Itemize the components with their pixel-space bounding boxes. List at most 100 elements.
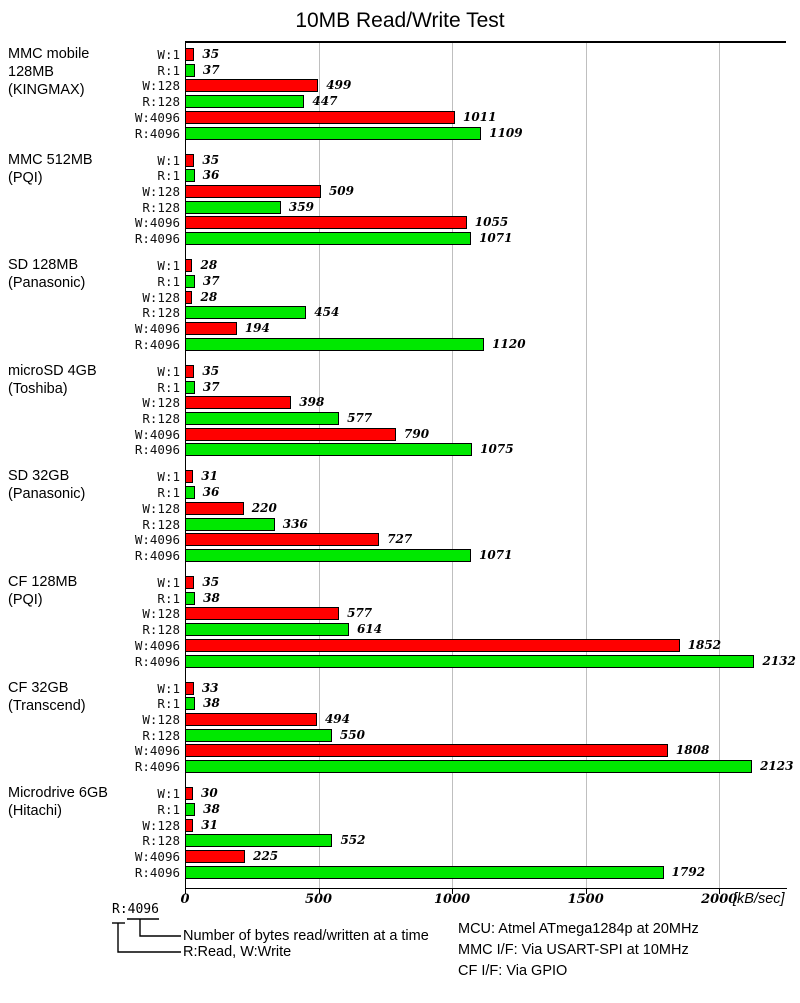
group-label-line: (Transcend): [8, 697, 86, 714]
write-bar-w-4096: [185, 110, 456, 124]
bar-value-label: 38: [203, 590, 220, 605]
bar-value-label: 727: [387, 532, 413, 547]
write-bar-w-1: [185, 470, 194, 484]
row-label-r-1: R:1: [157, 801, 180, 817]
bar-value-label: 447: [312, 94, 338, 109]
group-label-5: CF 128MB (PQI): [8, 573, 138, 609]
write-bar-w-128: [185, 607, 340, 621]
read-bar-r-128: [185, 95, 305, 109]
bar-value-label: 577: [347, 606, 373, 621]
row-label-r-128: R:128: [142, 410, 180, 426]
group-label-line: Microdrive 6GB: [8, 785, 108, 802]
write-bar-w-128: [185, 713, 317, 726]
group-label-2: SD 128MB (Panasonic): [8, 256, 138, 292]
legend-bytes-label: Number of bytes read/written at a time: [183, 928, 429, 944]
write-bar-w-1: [185, 681, 194, 695]
chart-title: 10MB Read/Write Test: [295, 9, 505, 32]
bar-value-label: 194: [244, 321, 270, 335]
group-label-line: (Toshiba): [8, 380, 68, 397]
x-axis-line: [185, 888, 787, 889]
bar-value-label: 36: [202, 168, 220, 183]
bar-value-label: 550: [339, 727, 365, 742]
x-axis-unit-label: [kB/sec]: [733, 891, 785, 907]
x-axis-tick-label-2000: 2000: [701, 892, 738, 907]
info-mmc-if: MMC I/F: Via USART-SPI at 10MHz: [458, 942, 689, 958]
write-bar-w-1: [185, 153, 195, 167]
group-label-1: MMC 512MB (PQI): [8, 151, 138, 187]
read-bar-r-1: [185, 591, 196, 605]
x-axis-tick-1000: [452, 888, 454, 894]
read-bar-r-128: [185, 623, 349, 637]
bar-value-label: 454: [314, 305, 340, 320]
row-label-w-4096: W:4096: [134, 849, 180, 864]
row-label-w-128: W:128: [142, 289, 180, 305]
read-bar-r-1: [185, 697, 196, 711]
group-label-line: CF 32GB: [8, 679, 69, 696]
bar-value-label: 37: [202, 273, 220, 288]
row-label-w-1: W:1: [157, 680, 180, 696]
row-label-w-1: W:1: [157, 469, 180, 485]
x-axis-tick-500: [318, 888, 320, 894]
bar-value-label: 37: [202, 379, 220, 394]
row-label-w-128: W:128: [142, 500, 180, 516]
bar-value-label: 614: [357, 622, 383, 637]
row-label-r-1: R:1: [157, 62, 180, 78]
group-label-line: CF 128MB: [8, 574, 78, 590]
info-mcu: MCU: Atmel ATmega1284p at 20MHz: [458, 921, 699, 937]
gridline-500: [318, 43, 320, 888]
read-bar-r-128: [185, 306, 307, 320]
read-bar-r-128: [185, 834, 333, 848]
bar-value-label: 1792: [671, 864, 706, 879]
row-label-w-4096: W:4096: [134, 532, 180, 548]
write-bar-w-4096: [185, 850, 246, 863]
group-label-line: (Panasonic): [8, 275, 86, 292]
bar-value-label: 2123: [760, 759, 794, 774]
bar-value-label: 499: [326, 78, 352, 93]
read-bar-r-4096: [185, 126, 482, 140]
gridline-2000: [719, 43, 721, 888]
row-label-r-4096: R:4096: [134, 864, 180, 880]
bar-value-label: 35: [202, 47, 220, 61]
row-label-w-128: W:128: [142, 184, 180, 199]
row-label-r-128: R:128: [142, 305, 180, 321]
bar-value-label: 1852: [687, 637, 722, 652]
write-bar-w-1: [185, 576, 195, 589]
bar-value-label: 31: [201, 817, 218, 832]
row-label-r-4096: R:4096: [134, 231, 180, 247]
row-label-w-128: W:128: [142, 817, 180, 833]
bar-value-label: 33: [201, 680, 219, 695]
write-bar-w-4096: [185, 744, 668, 758]
read-bar-r-128: [185, 411, 340, 425]
row-label-r-128: R:128: [142, 199, 180, 215]
bar-value-label: 28: [200, 258, 218, 273]
row-label-w-4096: W:4096: [134, 426, 180, 442]
group-label-line: MMC mobile: [8, 46, 90, 62]
row-label-w-4096: W:4096: [134, 109, 180, 125]
write-bar-w-4096: [185, 427, 397, 441]
bar-value-label: 577: [347, 410, 373, 425]
row-label-w-4096: W:4096: [134, 637, 180, 653]
row-label-r-1: R:1: [157, 273, 180, 289]
bar-value-label: 35: [202, 363, 220, 378]
gridline-1000: [452, 43, 454, 888]
write-bar-w-1: [185, 48, 195, 61]
group-label-3: microSD 4GB (Toshiba): [8, 362, 138, 398]
row-label-w-128: W:128: [142, 712, 180, 727]
row-label-r-1: R:1: [157, 696, 180, 712]
row-label-w-1: W:1: [157, 47, 180, 62]
row-label-r-1: R:1: [157, 168, 180, 184]
group-label-line: (KINGMAX): [8, 82, 85, 98]
read-bar-r-128: [185, 728, 332, 742]
write-bar-w-4096: [185, 533, 380, 547]
group-label-0: MMC mobile 128MB (KINGMAX): [8, 45, 138, 99]
bar-value-label: 1120: [492, 336, 526, 351]
bar-value-label: 790: [404, 426, 430, 441]
bar-value-label: 398: [299, 395, 325, 410]
bar-value-label: 35: [202, 575, 220, 589]
bar-value-label: 37: [202, 62, 220, 77]
info-cf-if: CF I/F: Via GPIO: [458, 963, 568, 979]
write-bar-w-128: [185, 290, 193, 304]
row-label-r-128: R:128: [142, 622, 180, 638]
legend-connector-lines: [112, 918, 181, 953]
